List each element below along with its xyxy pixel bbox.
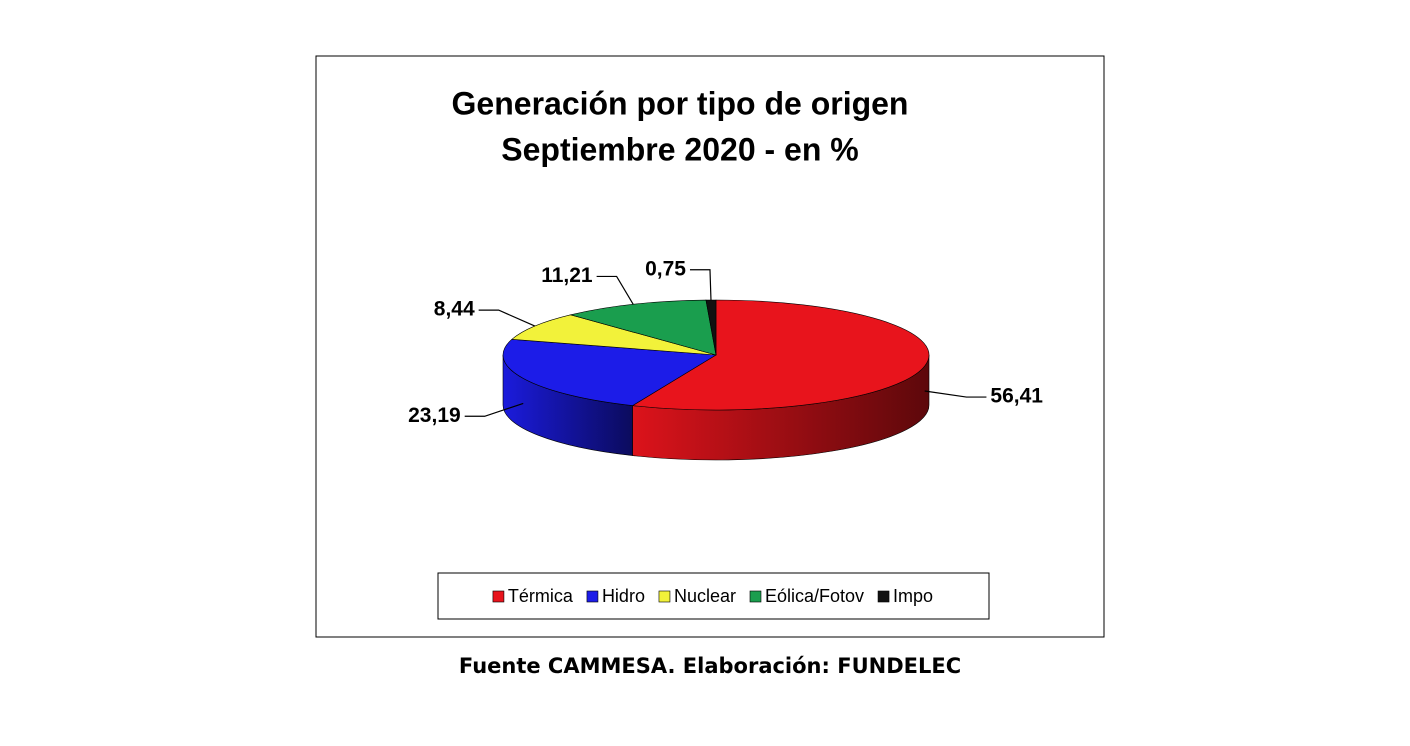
source-note: Fuente CAMMESA. Elaboración: FUNDELEC [459,654,961,678]
legend-label: Impo [893,586,933,606]
legend-label: Hidro [602,586,645,606]
legend-swatch [877,590,890,603]
data-label: 56,41 [990,385,1043,408]
legend-swatch [749,590,762,603]
legend-label: Nuclear [674,586,736,606]
legend-box [437,572,990,620]
legend-label: Eólica/Fotov [765,586,864,606]
data-label: 0,75 [645,257,686,280]
data-label: 23,19 [408,404,461,427]
legend-swatch [658,590,671,603]
leader-line [689,269,712,301]
leader-line [478,309,536,327]
data-label: 11,21 [541,264,593,287]
data-label: 8,44 [434,298,475,321]
slice [631,299,930,411]
leader-line [596,275,634,305]
legend-swatch [492,590,505,603]
legend-swatch [586,590,599,603]
legend-label: Térmica [508,586,574,606]
chart-title: Generación por tipo de origen [452,85,909,121]
chart-subtitle: Septiembre 2020 - en % [501,131,858,167]
slice [569,299,717,356]
leader-line [924,390,987,398]
slice [502,339,717,406]
leader-line [464,402,524,417]
